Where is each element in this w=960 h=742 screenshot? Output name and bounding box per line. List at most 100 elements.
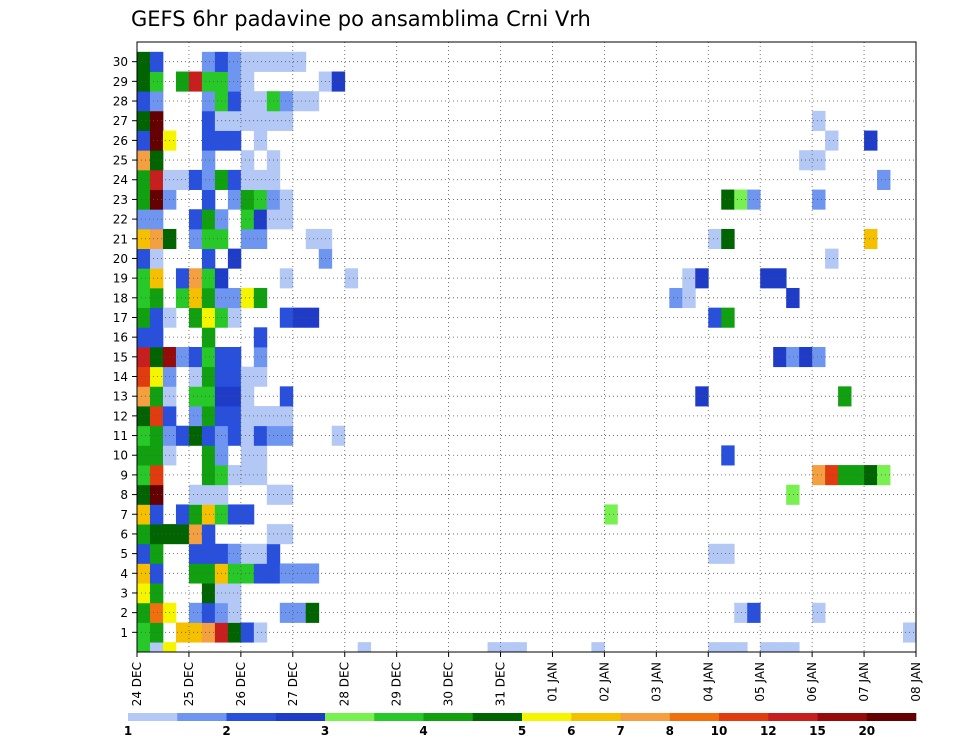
- heatmap-cell: [201, 130, 216, 151]
- heatmap-cell: [227, 366, 242, 387]
- heatmap-cell: [201, 209, 216, 230]
- heatmap-cell: [513, 642, 527, 653]
- colorbar-swatch: [522, 713, 572, 721]
- heatmap-cell: [721, 642, 735, 653]
- heatmap-cell: [708, 543, 722, 564]
- x-tick-label: 01 JAN: [545, 662, 559, 702]
- colorbar-swatch: [226, 713, 277, 721]
- heatmap-cell: [175, 169, 190, 190]
- heatmap-cell: [201, 347, 216, 368]
- heatmap-cell: [137, 602, 151, 623]
- heatmap-cell: [253, 366, 268, 387]
- heatmap-cell: [279, 425, 294, 446]
- heatmap-cell: [721, 189, 735, 210]
- heatmap-cell: [188, 563, 203, 584]
- heatmap-cell: [305, 602, 320, 623]
- heatmap-cell: [201, 622, 216, 643]
- heatmap-cell: [149, 327, 164, 348]
- colorbar-swatch: [374, 713, 424, 721]
- heatmap-cell: [149, 445, 164, 466]
- x-tick-label: 31 DEC: [494, 662, 508, 706]
- heatmap-cell: [201, 386, 216, 407]
- heatmap-cell: [175, 287, 190, 309]
- heatmap-cell: [149, 189, 164, 210]
- y-tick-label: 18: [113, 291, 128, 305]
- heatmap-cell: [201, 602, 216, 623]
- heatmap-cell: [292, 51, 307, 72]
- x-tick-label: 05 JAN: [753, 662, 767, 702]
- heatmap-cell: [175, 268, 190, 289]
- heatmap-cell: [149, 150, 164, 171]
- heatmap-cell: [253, 91, 268, 112]
- heatmap-cell: [734, 189, 748, 210]
- colorbar-label: 20: [858, 724, 875, 738]
- heatmap-cell: [786, 347, 800, 368]
- heatmap-cell: [279, 110, 294, 131]
- colorbar-label: 12: [760, 724, 777, 738]
- heatmap-cell: [253, 169, 268, 190]
- heatmap-cell: [149, 563, 164, 584]
- heatmap-cell: [669, 287, 683, 309]
- heatmap-cell: [227, 425, 242, 446]
- heatmap-cell: [137, 130, 151, 151]
- heatmap-cell: [227, 347, 242, 368]
- y-tick-label: 1: [120, 626, 128, 640]
- heatmap-cell: [201, 150, 216, 171]
- heatmap-cell: [292, 91, 307, 112]
- heatmap-cell: [201, 465, 216, 486]
- y-tick-label: 24: [113, 173, 128, 187]
- heatmap-cell: [188, 287, 203, 309]
- heatmap-cell: [188, 622, 203, 643]
- heatmap-cell: [812, 602, 826, 623]
- y-tick-label: 9: [120, 468, 128, 482]
- heatmap-cell: [708, 307, 722, 328]
- heatmap-cell: [253, 51, 268, 72]
- heatmap-cell: [175, 347, 190, 368]
- heatmap-cell: [253, 425, 268, 446]
- colorbar-swatch: [768, 713, 818, 721]
- heatmap-cell: [253, 110, 268, 131]
- heatmap-cell: [240, 563, 255, 584]
- heatmap-cell: [253, 543, 268, 564]
- heatmap-cell: [201, 287, 216, 309]
- heatmap-cell: [137, 150, 151, 171]
- heatmap-cell: [279, 602, 294, 623]
- colorbar-label: 4: [419, 724, 427, 738]
- heatmap-cell: [149, 248, 164, 269]
- chart-title: GEFS 6hr padavine po ansamblima Crni Vrh: [131, 7, 591, 31]
- heatmap-cell: [682, 287, 696, 309]
- heatmap-cell: [864, 130, 878, 151]
- heatmap-cell: [201, 71, 216, 92]
- heatmap-cell: [253, 465, 268, 486]
- heatmap-cell: [812, 347, 826, 368]
- heatmap-cell: [137, 366, 151, 387]
- colorbar-label: 5: [518, 724, 526, 738]
- heatmap-cell: [201, 51, 216, 72]
- heatmap-cell: [188, 228, 203, 250]
- heatmap-cell: [149, 543, 164, 564]
- y-tick-label: 25: [113, 154, 128, 168]
- heatmap-cell: [137, 327, 151, 348]
- heatmap-cell: [188, 209, 203, 230]
- heatmap-cell: [188, 307, 203, 328]
- heatmap-cell: [227, 563, 242, 584]
- y-tick-label: 19: [113, 272, 128, 286]
- heatmap-cell: [137, 642, 151, 653]
- heatmap-cell: [137, 406, 151, 427]
- heatmap-cell: [721, 228, 735, 250]
- heatmap-cell: [137, 228, 151, 250]
- heatmap-cell: [877, 465, 891, 486]
- heatmap-cell: [838, 386, 852, 407]
- heatmap-cell: [149, 228, 164, 250]
- heatmap-cell: [149, 386, 164, 407]
- colorbar-swatch: [177, 713, 227, 721]
- heatmap-cell: [760, 642, 774, 653]
- heatmap-cell: [240, 366, 255, 387]
- heatmap-cell: [137, 209, 151, 230]
- x-tick-label: 02 JAN: [597, 662, 611, 702]
- heatmap-cell: [188, 406, 203, 427]
- colorbar-swatch: [472, 713, 523, 721]
- heatmap-cell: [201, 406, 216, 427]
- heatmap-cell: [227, 504, 242, 525]
